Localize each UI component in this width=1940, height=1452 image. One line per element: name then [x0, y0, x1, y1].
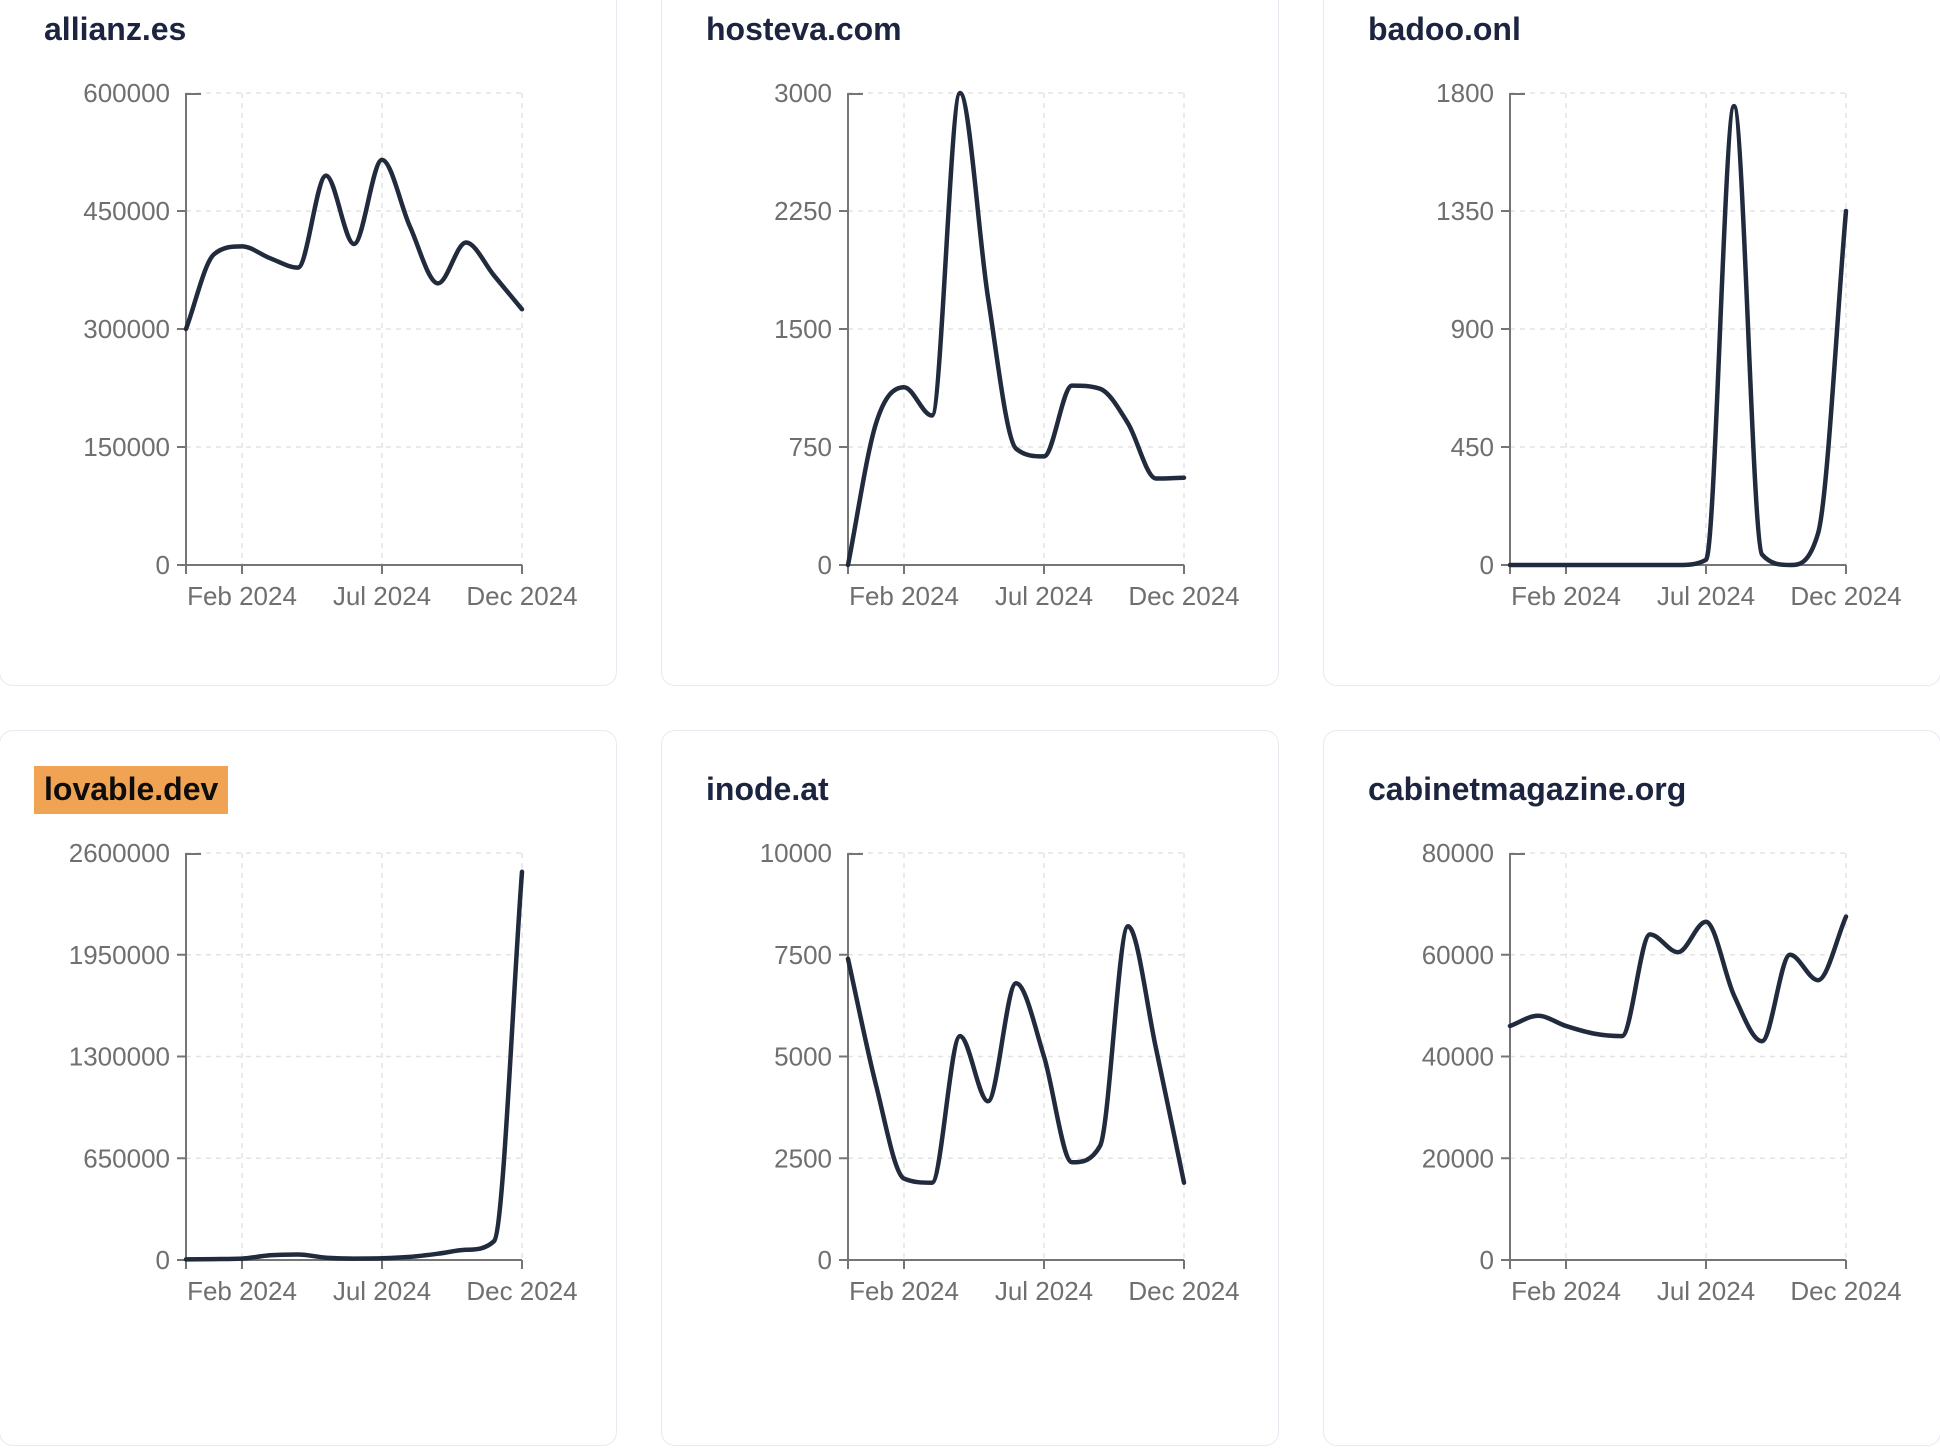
y-tick-label: 450000 — [83, 196, 170, 226]
y-tick-label: 0 — [1480, 550, 1494, 580]
y-tick-label: 600000 — [83, 78, 170, 108]
y-tick-label: 60000 — [1422, 940, 1494, 970]
x-tick-label: Feb 2024 — [849, 1276, 959, 1306]
chart-title: hosteva.com — [706, 11, 902, 47]
y-tick-label: 650000 — [83, 1143, 170, 1173]
y-tick-label: 7500 — [774, 940, 832, 970]
y-tick-label: 1500 — [774, 314, 832, 344]
chart-title-wrap: lovable.dev — [34, 766, 229, 814]
trend-line — [1507, 914, 1849, 1044]
chart-card-lovable: lovable.dev 0 650000 1300000 1950000 2600000… — [0, 730, 617, 1446]
chart-title-highlighted: lovable.dev — [34, 766, 229, 814]
x-tick-label: Jul 2024 — [1657, 1276, 1755, 1306]
chart-title-wrap: cabinetmagazine.org — [1368, 769, 1686, 809]
x-tick-label: Dec 2024 — [466, 581, 577, 611]
x-tick-label: Jul 2024 — [333, 1276, 431, 1306]
x-tick-label: Feb 2024 — [187, 1276, 297, 1306]
line-chart-svg: 0 2500 5000 7500 10000 Feb 2024 Jul 2024 Dec 20… — [760, 838, 1240, 1306]
x-tick-label: Dec 2024 — [1790, 581, 1901, 611]
y-tick-label: 0 — [156, 1245, 170, 1275]
y-tick-label: 5000 — [774, 1042, 832, 1072]
x-tick-label: Feb 2024 — [187, 581, 297, 611]
chart-title-wrap: inode.at — [706, 769, 829, 809]
y-tick-label: 150000 — [83, 432, 170, 462]
x-tick-label: Dec 2024 — [1128, 581, 1239, 611]
x-tick-label: Dec 2024 — [1128, 1276, 1239, 1306]
chart-card-badoo: badoo.onl 0 450 900 1350 1800 Feb 2024 Jul 202… — [1323, 0, 1940, 686]
y-tick-label: 0 — [156, 550, 170, 580]
line-chart-svg: 0 450 900 1350 1800 Feb 2024 Jul 2024 Dec 2024 — [1436, 78, 1902, 611]
x-tick-label: Jul 2024 — [995, 581, 1093, 611]
chart-title: badoo.onl — [1368, 11, 1521, 47]
y-tick-label: 0 — [818, 1245, 832, 1275]
y-tick-label: 900 — [1451, 314, 1494, 344]
x-tick-label: Dec 2024 — [1790, 1276, 1901, 1306]
trend-line — [845, 924, 1187, 1185]
y-tick-label: 2250 — [774, 196, 832, 226]
y-tick-label: 3000 — [774, 78, 832, 108]
chart-title-wrap: allianz.es — [44, 9, 186, 49]
trend-line — [1507, 103, 1849, 568]
chart-title: cabinetmagazine.org — [1368, 771, 1687, 807]
y-tick-label: 20000 — [1422, 1143, 1494, 1173]
line-chart-svg: 0 650000 1300000 1950000 2600000 Feb 2024 Jul … — [69, 838, 578, 1306]
y-tick-label: 2500 — [774, 1143, 832, 1173]
y-tick-label: 40000 — [1422, 1042, 1494, 1072]
chart-title: inode.at — [706, 771, 829, 807]
chart-card-hosteva: hosteva.com 0 750 1500 2250 3000 Feb 2024 Jul … — [661, 0, 1279, 686]
chart-card-cabinetmagazine: cabinetmagazine.org 0 20000 40000 60000 8000… — [1323, 730, 1940, 1446]
x-tick-label: Feb 2024 — [1511, 1276, 1621, 1306]
chart-title-wrap: badoo.onl — [1368, 9, 1521, 49]
y-tick-label: 0 — [1480, 1245, 1494, 1275]
line-chart-svg: 0 20000 40000 60000 80000 Feb 2024 Jul 2024 Dec… — [1422, 838, 1902, 1306]
y-tick-label: 450 — [1451, 432, 1494, 462]
y-tick-label: 0 — [818, 550, 832, 580]
y-tick-label: 10000 — [760, 838, 832, 868]
y-tick-label: 1800 — [1436, 78, 1494, 108]
y-tick-label: 1350 — [1436, 196, 1494, 226]
trend-line — [183, 869, 525, 1262]
x-tick-label: Dec 2024 — [466, 1276, 577, 1306]
x-tick-label: Feb 2024 — [1511, 581, 1621, 611]
chart-title-wrap: hosteva.com — [706, 9, 902, 49]
chart-card-inode: inode.at 0 2500 5000 7500 10000 Feb 2024 Jul 2… — [661, 730, 1279, 1446]
y-tick-label: 80000 — [1422, 838, 1494, 868]
trend-line — [183, 157, 525, 332]
line-chart-svg: 0 150000 300000 450000 600000 Feb 2024 Jul 202… — [83, 78, 577, 611]
x-tick-label: Jul 2024 — [333, 581, 431, 611]
line-chart-svg: 0 750 1500 2250 3000 Feb 2024 Jul 2024 Dec 2024 — [774, 78, 1240, 611]
y-tick-label: 1950000 — [69, 940, 170, 970]
x-tick-label: Jul 2024 — [995, 1276, 1093, 1306]
x-tick-label: Jul 2024 — [1657, 581, 1755, 611]
trend-line — [845, 90, 1187, 568]
chart-title: allianz.es — [44, 11, 187, 47]
y-tick-label: 1300000 — [69, 1042, 170, 1072]
y-tick-label: 2600000 — [69, 838, 170, 868]
x-tick-label: Feb 2024 — [849, 581, 959, 611]
y-tick-label: 750 — [789, 432, 832, 462]
y-tick-label: 300000 — [83, 314, 170, 344]
chart-card-allianz: allianz.es 0 150000 300000 450000 600000 Feb … — [0, 0, 617, 686]
